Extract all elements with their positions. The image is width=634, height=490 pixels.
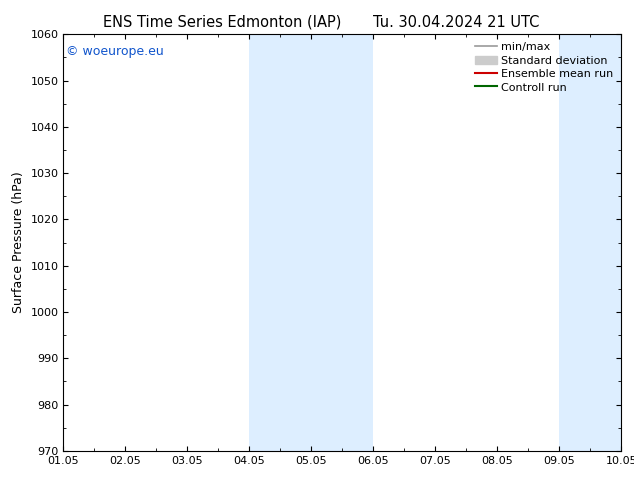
- Bar: [249, 34, 311, 451]
- Y-axis label: Surface Pressure (hPa): Surface Pressure (hPa): [12, 172, 25, 314]
- Bar: [559, 34, 621, 451]
- Bar: [311, 34, 373, 451]
- Text: © woeurope.eu: © woeurope.eu: [66, 45, 164, 58]
- Legend: min/max, Standard deviation, Ensemble mean run, Controll run: min/max, Standard deviation, Ensemble me…: [472, 40, 616, 95]
- Text: Tu. 30.04.2024 21 UTC: Tu. 30.04.2024 21 UTC: [373, 15, 540, 30]
- Text: ENS Time Series Edmonton (IAP): ENS Time Series Edmonton (IAP): [103, 15, 341, 30]
